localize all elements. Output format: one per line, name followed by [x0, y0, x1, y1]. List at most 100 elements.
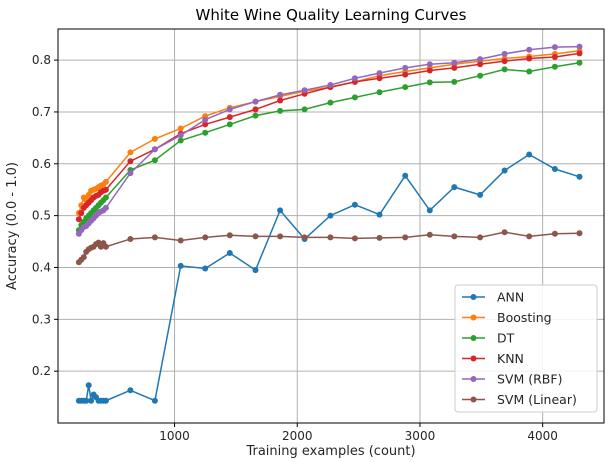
data-point [376, 75, 383, 82]
data-point [127, 170, 134, 177]
y-axis-label: Accuracy (0.0 - 1.0) [5, 162, 20, 290]
data-point [426, 61, 433, 68]
data-point [402, 84, 409, 91]
data-point [226, 232, 233, 239]
data-point [277, 91, 284, 98]
data-point [351, 75, 358, 82]
data-point [102, 204, 109, 211]
data-point [202, 116, 209, 123]
data-point [83, 397, 90, 404]
data-point [151, 234, 158, 241]
legend-marker [470, 396, 477, 403]
data-point [327, 82, 334, 88]
legend-label: SVM (RBF) [497, 372, 562, 387]
x-tick-label: 4000 [527, 429, 558, 443]
data-point [551, 230, 558, 237]
data-point [75, 216, 82, 223]
legend-item: DT [462, 331, 515, 346]
data-point [127, 158, 134, 165]
data-point [177, 132, 184, 139]
data-point [501, 66, 508, 73]
data-point [102, 178, 109, 185]
plot-frame [57, 28, 605, 424]
data-point [376, 89, 383, 96]
data-point [202, 265, 209, 272]
legend-label: SVM (Linear) [497, 392, 577, 407]
data-point [202, 121, 209, 128]
data-point [151, 157, 158, 164]
data-point [426, 67, 433, 74]
data-point [301, 234, 308, 241]
data-point [177, 262, 184, 269]
data-point [252, 112, 259, 119]
data-point [177, 137, 184, 144]
data-point [127, 236, 134, 242]
data-point [127, 149, 134, 156]
data-point [426, 207, 433, 214]
data-point [252, 98, 259, 105]
data-point [226, 114, 233, 121]
data-point [80, 254, 87, 261]
legend-item: Boosting [462, 310, 552, 325]
data-point [376, 234, 383, 241]
data-point [402, 71, 409, 78]
data-point [351, 201, 358, 208]
x-tick-label: 1000 [159, 429, 190, 443]
data-point [426, 231, 433, 238]
legend-label: KNN [497, 351, 524, 366]
legend-marker [470, 335, 477, 341]
data-point [451, 64, 458, 71]
legend-marker [470, 294, 477, 300]
data-point [351, 235, 358, 242]
data-point [127, 387, 134, 394]
data-point [501, 229, 508, 236]
y-tick-label: 0.5 [32, 209, 51, 223]
data-point [151, 135, 158, 142]
data-point [376, 211, 383, 218]
data-point [501, 50, 508, 57]
legend-marker [470, 314, 477, 321]
y-tick-label: 0.3 [32, 312, 51, 326]
series-svm-rbf [75, 43, 583, 237]
legend-item: KNN [462, 351, 524, 366]
data-point [252, 233, 259, 240]
data-point [501, 58, 508, 65]
data-point [226, 250, 233, 256]
series-svm-linear [75, 229, 583, 266]
data-point [576, 173, 583, 180]
legend-label: DT [497, 331, 515, 346]
data-point [526, 151, 533, 158]
data-point [277, 97, 284, 104]
data-point [376, 70, 383, 77]
legend-marker [470, 376, 477, 382]
data-point [252, 106, 259, 113]
data-point [402, 234, 409, 241]
data-point [252, 267, 259, 274]
legend-item: SVM (RBF) [462, 372, 562, 387]
data-point [301, 106, 308, 113]
legend: ANN Boosting DT KNN SVM (RBF) SVM (Linear) [454, 284, 598, 413]
data-point [551, 54, 558, 60]
legend-item: ANN [462, 290, 524, 305]
data-point [402, 172, 409, 179]
data-point [78, 210, 85, 216]
data-point [102, 397, 109, 404]
data-point [451, 78, 458, 85]
y-tick-label: 0.2 [32, 364, 51, 378]
data-point [277, 207, 284, 214]
data-point [102, 243, 109, 250]
data-point [277, 233, 284, 240]
data-point [526, 233, 533, 240]
data-point [576, 230, 583, 237]
data-point [102, 186, 109, 193]
series-dt [75, 59, 583, 234]
data-point [526, 55, 533, 62]
data-point [327, 99, 334, 106]
legend-box [454, 284, 598, 413]
data-point [551, 44, 558, 51]
data-point [477, 56, 484, 63]
data-point [85, 382, 92, 389]
x-axis-label: Training examples (count) [245, 444, 415, 459]
data-point [576, 59, 583, 66]
